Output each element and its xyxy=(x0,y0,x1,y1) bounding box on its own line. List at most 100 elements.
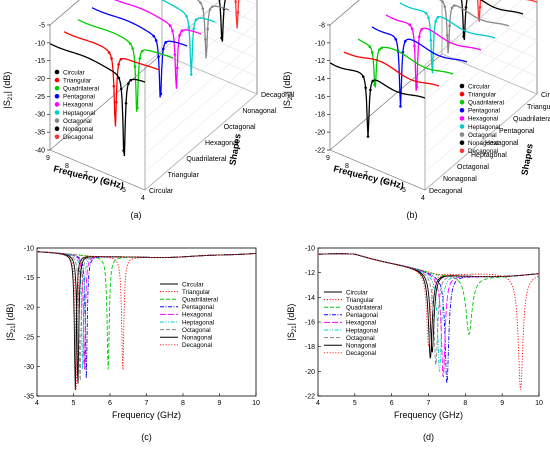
legend-marker xyxy=(54,102,60,107)
series-line xyxy=(36,251,257,389)
data-point xyxy=(199,1,202,5)
legend-marker xyxy=(54,126,60,131)
legend-marker xyxy=(54,94,60,99)
data-point xyxy=(187,25,191,29)
panel-b: -8-10-12-14-16-18-20-22987654DecagonalNo… xyxy=(282,0,550,220)
data-point xyxy=(234,0,237,3)
y-tick-label: -30 xyxy=(24,364,34,371)
x-tick-label: 5 xyxy=(122,187,126,194)
legend-marker xyxy=(459,132,465,137)
legend-entry: Nonagonal xyxy=(346,343,376,350)
series-line xyxy=(343,51,440,87)
data-point xyxy=(368,45,372,48)
data-point xyxy=(201,7,205,10)
z-tick-label: Decagonal xyxy=(261,92,295,99)
x-tick-label: 7 xyxy=(145,400,149,407)
legend-entry: Decagonal xyxy=(468,148,498,155)
legend-entry: Octagonal xyxy=(182,327,211,334)
series-line xyxy=(329,62,426,137)
y-tick-label: -20 xyxy=(305,369,315,376)
y-tick-label: -12 xyxy=(315,58,325,65)
data-point xyxy=(371,79,375,83)
legend-entry: Triangular xyxy=(468,91,496,98)
data-point xyxy=(136,106,139,110)
legend-marker xyxy=(459,99,465,105)
y-tick-label: -18 xyxy=(315,112,325,119)
y-tick-label: -40 xyxy=(35,147,45,154)
gridline xyxy=(144,0,243,84)
panel-label: (b) xyxy=(407,210,418,220)
data-point xyxy=(112,84,116,88)
series-line xyxy=(161,0,216,75)
series-line xyxy=(36,251,257,370)
data-point xyxy=(373,83,376,86)
gridline xyxy=(144,0,258,119)
data-point xyxy=(127,82,130,85)
gridline xyxy=(144,53,258,191)
legend-entry: Quadrilateral xyxy=(468,100,504,107)
data-point xyxy=(462,35,465,38)
y-tick-label: -18 xyxy=(305,344,315,351)
legend-marker xyxy=(459,140,465,145)
data-point xyxy=(168,24,172,27)
z-tick-label: Heptagonal xyxy=(471,152,507,159)
x-tick-label: 8 xyxy=(345,163,349,170)
data-point xyxy=(194,18,198,22)
data-point xyxy=(218,0,221,1)
y-tick-label: -20 xyxy=(24,305,34,312)
panel-d: 4 5 6 7 8 9 10 -10 -12 -14 -16 -18 -20 -22 CircularTri… xyxy=(286,246,543,443)
x-tick-label: 8 xyxy=(463,400,467,407)
data-point xyxy=(394,37,398,41)
legend-entry: Triangular xyxy=(63,77,91,84)
x-tick-label: 7 xyxy=(427,400,431,407)
y-tick-label: -14 xyxy=(305,295,315,302)
panel-label: (d) xyxy=(423,432,434,442)
data-point xyxy=(122,149,125,152)
series-line xyxy=(36,251,257,384)
legend-marker xyxy=(54,134,60,140)
legend-entry: Hexagonal xyxy=(63,102,93,109)
x-tick-label: 9 xyxy=(218,400,222,407)
y-axis-label: |S21| (dB) xyxy=(282,72,294,109)
legend-marker xyxy=(54,85,60,91)
gridline xyxy=(144,35,258,173)
data-point xyxy=(131,47,134,50)
legend-entry: Circular xyxy=(346,289,368,296)
gridline xyxy=(144,0,258,137)
x-tick-label: 8 xyxy=(181,400,185,407)
series-line xyxy=(36,251,257,379)
data-point xyxy=(114,100,118,104)
data-point xyxy=(129,78,133,82)
legend-entry: Octagonal xyxy=(468,132,497,139)
data-point xyxy=(189,73,193,76)
z-tick-label: Hexagonal xyxy=(485,140,519,147)
z-tick-label: Octagonal xyxy=(224,124,256,131)
data-point xyxy=(171,29,174,33)
data-point xyxy=(117,63,120,66)
y-tick-label: -30 xyxy=(35,112,45,119)
x-tick-label: 8 xyxy=(65,163,69,170)
legend-marker xyxy=(459,124,465,129)
legend-entry: Nonagonal xyxy=(63,126,93,133)
x-tick-label: 6 xyxy=(103,179,107,186)
z-tick-label: Pentagonal xyxy=(499,128,535,135)
data-point xyxy=(478,6,482,9)
data-point xyxy=(192,27,195,31)
legend-marker xyxy=(54,77,60,83)
series-line xyxy=(438,0,510,54)
data-point xyxy=(236,11,240,14)
legend-marker xyxy=(459,116,465,121)
legend-entry: Heptagonal xyxy=(346,327,378,334)
legend-entry: Triangular xyxy=(182,289,210,296)
x-tick-label: 4 xyxy=(421,195,425,202)
series-line xyxy=(36,251,257,391)
series-line xyxy=(385,14,482,91)
legend-marker xyxy=(54,110,60,115)
y-tick-label: -8 xyxy=(319,22,325,29)
z-tick-label: Quadrilateral xyxy=(186,156,227,163)
series-line xyxy=(36,251,257,381)
x-tick-label: 9 xyxy=(46,155,50,162)
y-axis-label: |S21| (dB) xyxy=(286,304,298,341)
legend-entry: Pentagonal xyxy=(63,94,95,101)
y-tick-label: -16 xyxy=(315,94,325,101)
